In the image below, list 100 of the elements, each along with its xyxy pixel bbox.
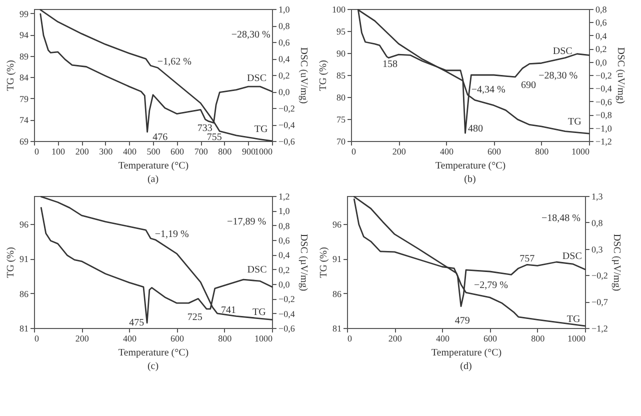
- y-tick-label: 95: [336, 26, 346, 36]
- y2-tick-label: −1,2: [592, 324, 608, 334]
- x-tick-label: 800: [218, 146, 232, 156]
- text: (c): [147, 361, 159, 372]
- annotation: TG: [568, 116, 582, 128]
- y2-tick-label: −0,6: [278, 324, 296, 334]
- annotation: −1,62 %: [157, 56, 192, 68]
- x-tick-label: 1000: [568, 334, 586, 344]
- annotation: −4,34 %: [471, 84, 506, 96]
- y2-tick-label: 0,6: [278, 236, 290, 246]
- y-tick-label: 100: [332, 4, 346, 14]
- x-tick-label: 1000: [572, 146, 590, 156]
- annotation: 690: [521, 80, 536, 92]
- x-tick-label: 0: [34, 146, 40, 156]
- y2-tick-label: 0,6: [596, 18, 608, 28]
- x-axis-title: Temperature (°C): [118, 348, 189, 358]
- annotation: −28,30 %: [538, 70, 578, 82]
- y2-tick-label: 0,8: [596, 4, 608, 14]
- y-tick-label: 90: [336, 48, 346, 58]
- y-tick-label: 69: [20, 136, 29, 146]
- y2-tick-label: −0,4: [278, 308, 296, 319]
- annotation: −28,30 %: [231, 30, 270, 41]
- y2-tick-label: 0,0: [278, 87, 290, 97]
- x-tick-label: 0: [34, 334, 40, 344]
- y-tick-label: 96: [20, 219, 29, 230]
- y2-tick-label: −0,7: [592, 297, 608, 308]
- y2-tick-label: 0,8: [592, 218, 604, 228]
- y2-tick-label: 0,3: [592, 244, 604, 254]
- y2-tick-label: 1,2: [278, 192, 290, 202]
- x-tick-label: 800: [218, 334, 232, 344]
- y-axis-title: TG (%): [6, 60, 16, 91]
- y-axis-title: TG (%): [318, 247, 330, 278]
- x-axis-title: Temperature (°C): [431, 348, 502, 358]
- x-axis-title: Temperature (°C): [118, 160, 189, 172]
- y-tick-label: 94: [20, 30, 29, 40]
- y-tick-label: 75: [336, 114, 346, 124]
- annotation: TG: [566, 314, 580, 326]
- x-tick-label: 600: [488, 146, 502, 156]
- y2-tick-label: 1,3: [592, 192, 604, 202]
- annotation: TG: [252, 307, 266, 318]
- y-axis-title: TG (%): [318, 60, 329, 91]
- annotation: 475: [129, 317, 144, 328]
- annotation: 725: [187, 312, 202, 323]
- x-tick-label: 200: [392, 146, 406, 156]
- annotation: 480: [468, 124, 483, 135]
- y-tick-label: 86: [20, 288, 29, 299]
- y2-tick-label: −1,0: [596, 123, 612, 134]
- x-tick-label: 400: [436, 334, 450, 344]
- annotation: 741: [220, 304, 236, 316]
- x-tick-label: 900: [242, 146, 256, 156]
- annotation: DSC: [247, 264, 268, 276]
- y2-tick-label: 0,2: [278, 264, 290, 275]
- y2-tick-label: 0,4: [596, 30, 608, 41]
- y-tick-label: 91: [20, 254, 28, 264]
- x-tick-label: 300: [99, 146, 114, 156]
- y-tick-label: 96: [332, 219, 342, 230]
- y2-axis-title: DSC (uV/mg): [614, 47, 626, 104]
- x-tick-label: 400: [122, 334, 137, 344]
- y2-tick-label: 0,0: [596, 57, 608, 68]
- y2-tick-label: 0,2: [278, 70, 290, 80]
- y2-tick-label: 1,0: [278, 4, 290, 14]
- y2-tick-label: 0,6: [278, 38, 290, 48]
- y-tick-label: 74: [20, 115, 29, 126]
- x-tick-label: 200: [75, 334, 90, 344]
- x-tick-label: 700: [194, 146, 208, 156]
- y2-tick-label: −0,6: [278, 136, 296, 146]
- y2-axis-title: DSC (µV/mg): [610, 234, 622, 292]
- y-tick-label: 99: [20, 8, 29, 19]
- y2-tick-label: 1,0: [278, 206, 290, 216]
- x-tick-label: 800: [535, 146, 550, 156]
- y-tick-label: 86: [332, 288, 342, 299]
- y2-axis-title: DSC (uV/mg): [298, 47, 309, 104]
- y2-tick-label: 0,2: [596, 44, 607, 54]
- y2-axis-title: DSC (µV/mg): [298, 234, 309, 292]
- y2-tick-label: 0,8: [278, 21, 290, 31]
- annotation: 479: [454, 315, 470, 326]
- x-axis-title: Temperature (°C): [435, 160, 506, 172]
- x-tick-label: 600: [170, 146, 185, 156]
- y-tick-label: 79: [20, 94, 29, 104]
- annotation: 757: [520, 254, 535, 265]
- x-tick-label: 200: [388, 334, 402, 344]
- annotation: DSC: [247, 73, 267, 84]
- x-tick-label: 0: [352, 146, 356, 156]
- annotation: TG: [254, 124, 268, 136]
- annotation: −18,48 %: [541, 213, 580, 224]
- annotation: −1,19 %: [154, 229, 189, 240]
- y2-tick-label: −0,2: [592, 270, 608, 281]
- y2-tick-label: 0,4: [278, 250, 290, 260]
- annotation: DSC: [562, 250, 582, 262]
- y-tick-label: 91: [332, 254, 342, 264]
- x-tick-label: 600: [170, 334, 185, 344]
- y-tick-label: 81: [20, 324, 28, 334]
- x-tick-label: 1000: [254, 334, 273, 344]
- text: (d): [460, 361, 472, 372]
- text: (b): [464, 174, 476, 185]
- y-tick-label: 81: [332, 324, 342, 334]
- y2-tick-label: −0,8: [596, 110, 612, 120]
- x-tick-label: 200: [75, 146, 90, 156]
- y2-tick-label: 0,8: [278, 220, 290, 231]
- y2-tick-label: −0,2: [278, 104, 295, 114]
